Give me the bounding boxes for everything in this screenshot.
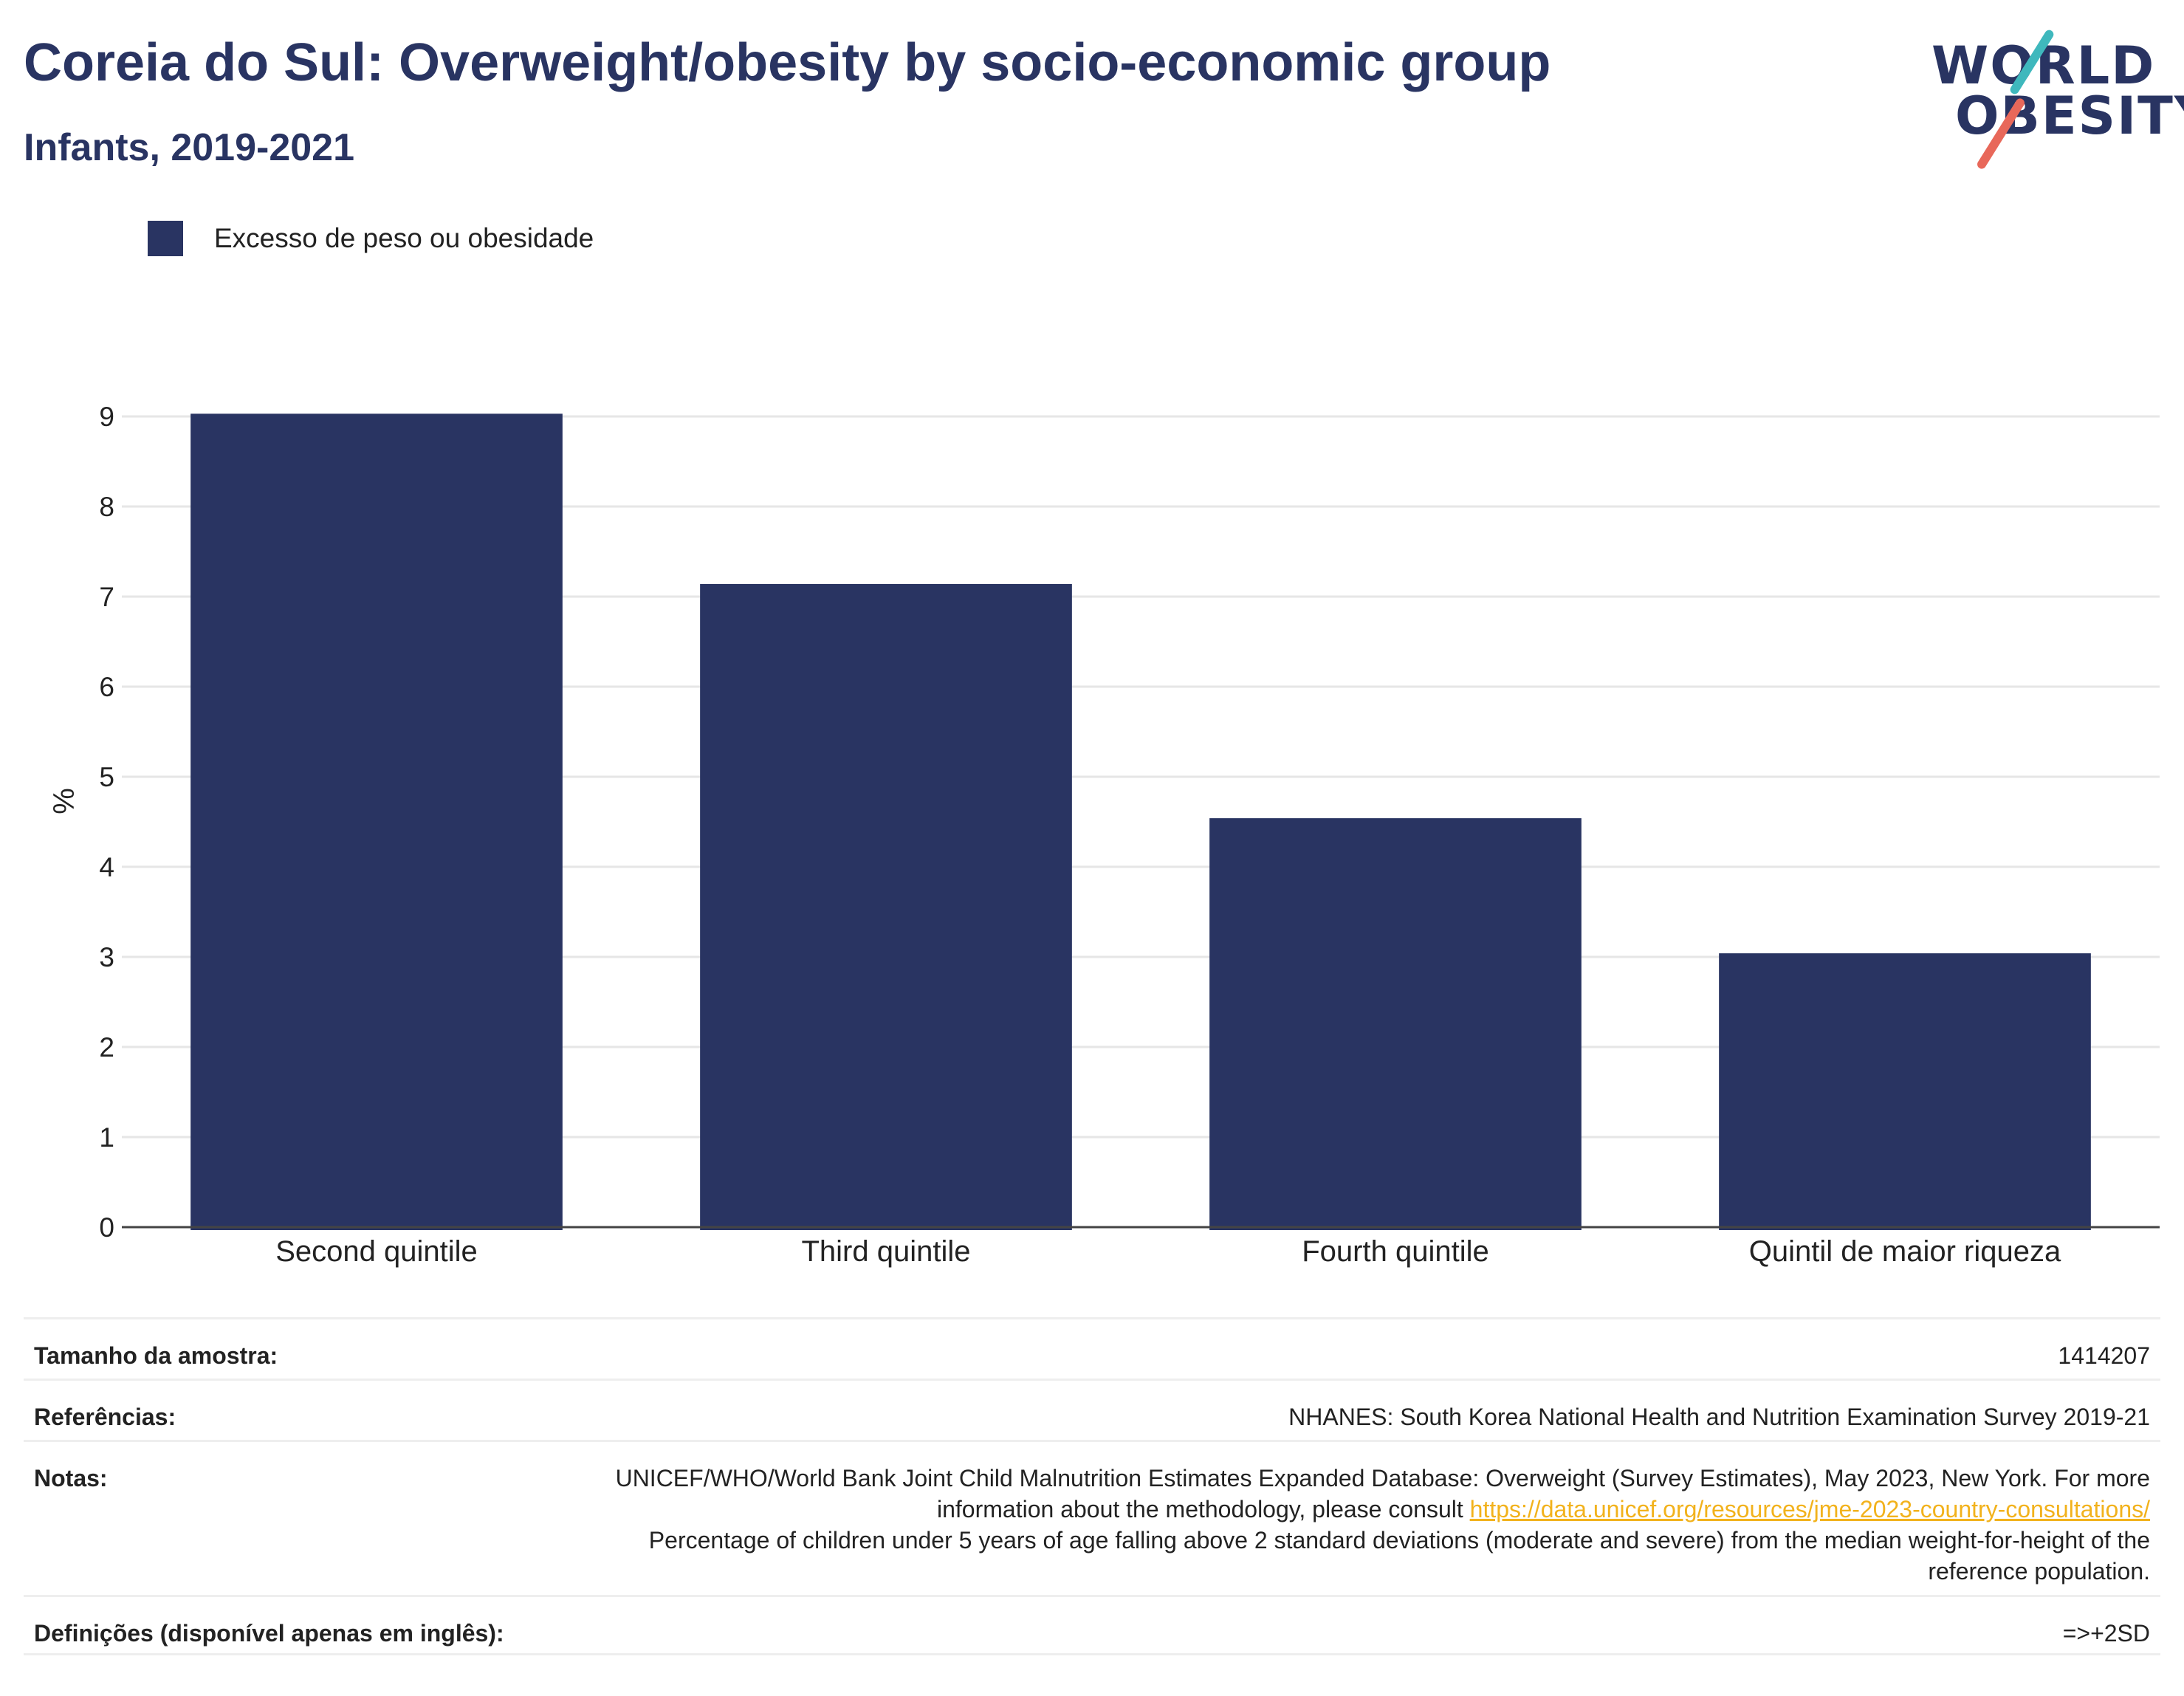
references-value: NHANES: South Korea National Health and … (1288, 1404, 2150, 1430)
x-tick-label: Second quintile (275, 1235, 478, 1268)
sample-size-label: Tamanho da amostra: (34, 1342, 278, 1369)
y-tick-label: 7 (99, 582, 114, 612)
notes-text-2: Percentage of children under 5 years of … (648, 1527, 2150, 1585)
y-tick-label: 0 (99, 1212, 114, 1243)
notes-link[interactable]: https://data.unicef.org/resources/jme-20… (1469, 1496, 2150, 1522)
bar (1719, 953, 2091, 1230)
bar-chart: 0 1 2 3 4 5 6 7 8 9 Second quintile Third quintile… (47, 402, 2160, 1268)
bars (190, 413, 2091, 1230)
notes-value: UNICEF/WHO/World Bank Joint Child Malnut… (600, 1463, 2150, 1587)
y-tick-labels: 0 1 2 3 4 5 6 7 8 9 (99, 402, 114, 1243)
y-tick-label: 8 (99, 492, 114, 522)
legend-label: Excesso de peso ou obesidade (214, 223, 594, 253)
footer-row-references: Referências: NHANES: South Korea Nationa… (24, 1379, 2160, 1440)
chart-subtitle: Infants, 2019-2021 (24, 126, 355, 169)
footer-row-sample-size: Tamanho da amostra: 1414207 (24, 1317, 2160, 1379)
bar (1209, 818, 1582, 1230)
y-tick-label: 1 (99, 1122, 114, 1153)
bar (190, 413, 563, 1230)
x-tick-label: Quintil de maior riqueza (1749, 1235, 2061, 1268)
references-label: Referências: (34, 1404, 176, 1430)
notes-label: Notas: (34, 1465, 108, 1491)
y-axis-label: % (47, 788, 79, 814)
definitions-label: Definições (disponível apenas em inglês)… (34, 1620, 504, 1647)
footer-row-notes: Notas: UNICEF/WHO/World Bank Joint Child… (24, 1440, 2160, 1595)
chart-title: Coreia do Sul: Overweight/obesity by soc… (24, 33, 1551, 92)
y-tick-label: 3 (99, 942, 114, 972)
x-tick-label: Fourth quintile (1302, 1235, 1488, 1268)
footer-row-definitions: Definições (disponível apenas em inglês)… (24, 1595, 2160, 1655)
y-tick-label: 5 (99, 762, 114, 792)
definitions-value: =>+2SD (2062, 1620, 2150, 1647)
y-tick-label: 2 (99, 1032, 114, 1062)
y-tick-label: 6 (99, 672, 114, 702)
sample-size-value: 1414207 (2058, 1342, 2150, 1369)
y-tick-label: 9 (99, 402, 114, 432)
bar (700, 583, 1072, 1230)
y-tick-label: 4 (99, 852, 114, 882)
chart-footer: Tamanho da amostra: 1414207 Referências:… (24, 1317, 2160, 1655)
world-obesity-logo: WORLD OBESITY (1920, 22, 2184, 171)
chart-legend: Excesso de peso ou obesidade (148, 219, 594, 258)
legend-swatch (148, 221, 183, 256)
x-tick-labels: Second quintile Third quintile Fourth quin… (275, 1235, 2061, 1268)
notes-text-1: UNICEF/WHO/World Bank Joint Child Malnut… (615, 1465, 2150, 1522)
x-tick-label: Third quintile (801, 1235, 970, 1268)
